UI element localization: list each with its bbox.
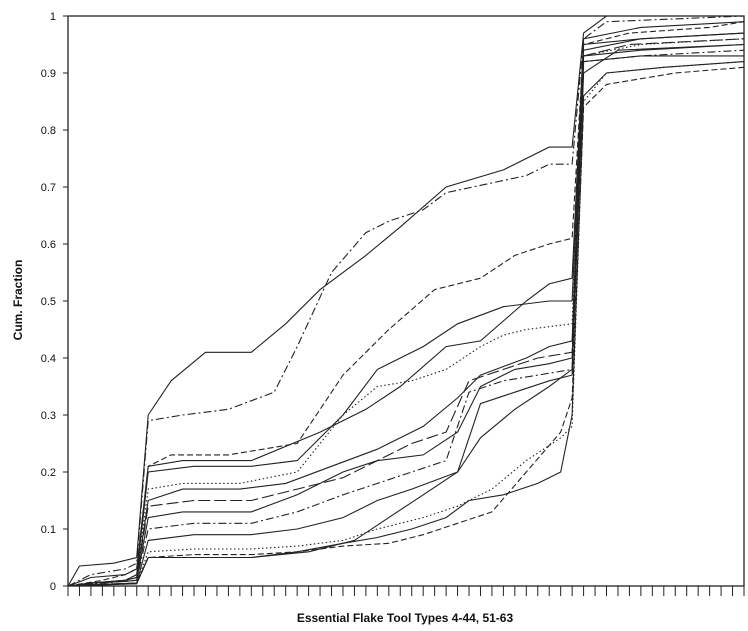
series-line-14 (67, 66, 745, 587)
y-tick-label: 0.1 (41, 524, 56, 536)
y-axis-title: Cum. Fraction (11, 260, 25, 341)
series-line-12 (67, 61, 745, 587)
series-line-4 (67, 21, 745, 587)
series-line-6 (67, 38, 745, 587)
y-axis: 0 0.1 0.2 0.3 0.4 0.5 0.6 0.7 0.8 0.9 1 (41, 11, 68, 593)
y-tick-label: 1 (50, 11, 56, 23)
y-tick-label: 0.5 (41, 296, 56, 308)
y-tick-label: 0.2 (41, 467, 56, 479)
y-tick-label: 0.9 (41, 68, 56, 80)
y-tick-label: 0.4 (41, 353, 56, 365)
plot-area (67, 15, 745, 587)
series-layer (67, 15, 745, 587)
series-line-2 (67, 15, 745, 587)
series-line-3 (67, 21, 745, 587)
y-tick-label: 0 (50, 581, 56, 593)
series-line-8 (67, 38, 745, 587)
y-tick-label: 0.6 (41, 239, 56, 251)
series-line-15 (67, 43, 745, 587)
x-axis (67, 586, 745, 596)
series-line-9 (67, 43, 745, 587)
x-axis-title: Essential Flake Tool Types 4-44, 51-63 (297, 611, 514, 625)
series-line-13 (67, 61, 745, 587)
y-tick-label: 0.7 (41, 182, 56, 194)
plot-frame (67, 15, 745, 587)
series-line-1 (67, 15, 744, 587)
y-tick-label: 0.8 (41, 125, 56, 137)
y-tick-label: 0.3 (41, 410, 56, 422)
